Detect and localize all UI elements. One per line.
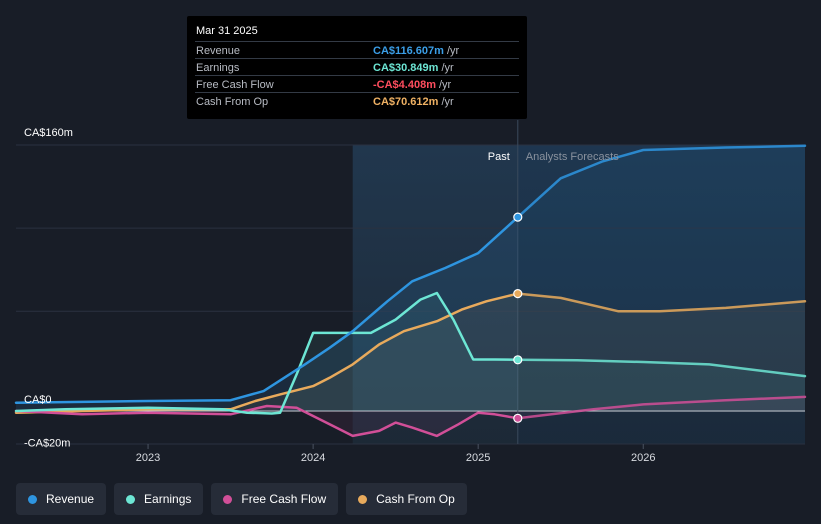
revenue-forecast-area (517, 145, 805, 412)
free-cash-flow-marker (513, 413, 523, 423)
free-cash-flow-forecast-line (516, 395, 807, 420)
tooltip-label-cfo: Cash From Op (196, 96, 269, 108)
revenue-dot-icon (28, 494, 37, 504)
tooltip-label-earnings: Earnings (196, 62, 240, 74)
earnings-marker (513, 355, 523, 365)
revenue-forecast-line (516, 144, 807, 219)
x-tick-label: 2025 (466, 452, 490, 464)
tooltip-row-fcf: Free Cash Flow -CA$4.408m/yr (195, 75, 519, 93)
earnings-past-area (16, 293, 518, 414)
x-tick-label: 2024 (301, 452, 325, 464)
tooltip-value-fcf: -CA$4.408m (373, 79, 436, 91)
y-tick-label: CA$160m (24, 127, 73, 139)
forecast-region (517, 145, 805, 444)
legend: Revenue Earnings Free Cash Flow Cash Fro… (16, 483, 467, 515)
tooltip-label-fcf: Free Cash Flow (196, 79, 274, 91)
chart: CA$160m CA$0 -CA$20m 2023 2024 2025 2026 Past An… (14, 120, 807, 464)
tooltip-label-revenue: Revenue (196, 45, 241, 57)
revenue-line (14, 215, 520, 404)
cash-from-op-dot-icon (358, 494, 368, 504)
free-cash-flow-dot-icon (223, 494, 233, 504)
y-tick-label: CA$0 (24, 394, 52, 406)
free-cash-flow-line (14, 404, 520, 438)
tooltip-value-revenue: CA$116.607m (373, 45, 444, 57)
tooltip-unit-fcf: /yr (438, 79, 452, 91)
tooltip-row-earnings: Earnings CA$30.849m/yr (195, 58, 519, 76)
tooltip-row-revenue: Revenue CA$116.607m/yr (195, 41, 519, 59)
forecast-label: Analysts Forecasts (526, 151, 619, 163)
revenue-past-area (16, 217, 518, 411)
cash-from-op-forecast-line (516, 292, 807, 313)
earnings-forecast-line (516, 358, 807, 378)
revenue-marker (513, 212, 523, 222)
y-tick-label: -CA$20m (24, 437, 70, 449)
tooltip-row-cfo: Cash From Op CA$70.612m/yr (195, 92, 519, 110)
cash-from-op-marker (513, 289, 523, 299)
free-cash-flow-forecast-area (517, 396, 805, 419)
legend-label-revenue: Revenue (46, 492, 95, 506)
earnings-forecast-area (517, 359, 805, 411)
tooltip-date: Mar 31 2025 (196, 25, 258, 37)
tooltip-unit-cfo: /yr (441, 96, 454, 108)
free-cash-flow-past-area (16, 406, 518, 436)
x-tick-label: 2023 (136, 452, 160, 464)
tooltip-unit-earnings: /yr (441, 62, 454, 74)
legend-label-free-cash-flow: Free Cash Flow (241, 492, 327, 506)
legend-item-revenue[interactable]: Revenue (16, 483, 107, 515)
legend-item-free-cash-flow[interactable]: Free Cash Flow (211, 483, 339, 515)
cash-from-op-past-area (16, 293, 518, 413)
tooltip-value-cfo: CA$70.612m (373, 96, 439, 108)
legend-label-earnings: Earnings (144, 492, 192, 506)
x-tick-label: 2026 (631, 452, 655, 464)
tooltip: Mar 31 2025 Revenue CA$116.607m/yr Earni… (187, 16, 527, 119)
cash-from-op-forecast-area (517, 293, 805, 411)
legend-label-cash-from-op: Cash From Op (376, 492, 455, 506)
tooltip-value-earnings: CA$30.849m (373, 62, 439, 74)
earnings-line (14, 291, 520, 415)
earnings-dot-icon (126, 494, 136, 504)
tooltip-unit-revenue: /yr (446, 45, 460, 57)
past-label: Past (488, 151, 510, 163)
legend-item-earnings[interactable]: Earnings (114, 483, 204, 515)
legend-item-cash-from-op[interactable]: Cash From Op (346, 483, 467, 515)
